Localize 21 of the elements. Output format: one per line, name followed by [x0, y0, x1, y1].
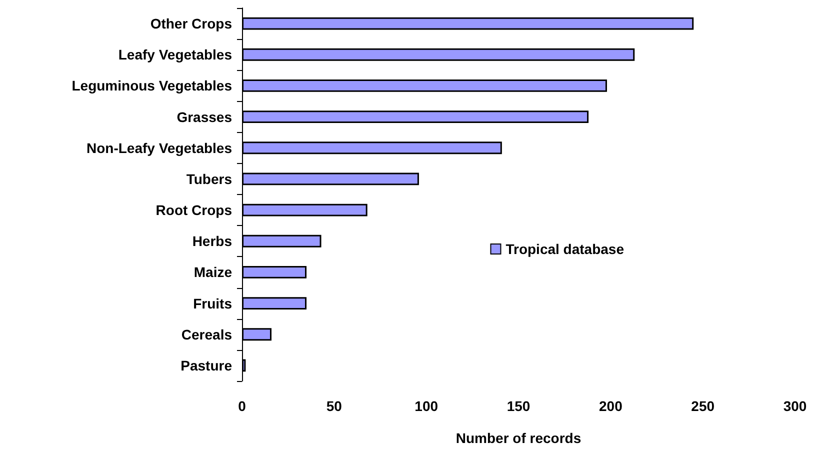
x-tick-label: 300: [783, 398, 807, 414]
y-tick-label: Maize: [194, 264, 232, 280]
x-axis-title: Number of records: [456, 430, 582, 446]
y-tick-label: Other Crops: [150, 16, 232, 32]
x-tick-label: 100: [414, 398, 438, 414]
x-tick-label: 200: [598, 398, 623, 414]
legend-label: Tropical database: [506, 241, 624, 257]
x-tick-label: 250: [691, 398, 715, 414]
y-tick-label: Pasture: [180, 357, 232, 374]
x-tick-label: 150: [506, 398, 530, 414]
x-tick-label: 50: [326, 398, 342, 414]
y-tick-label: Cereals: [181, 326, 232, 342]
y-tick-label: Fruits: [193, 295, 232, 312]
y-tick-label: Herbs: [192, 233, 232, 250]
y-tick-label: Non-Leafy Vegetables: [86, 140, 232, 156]
y-tick-label: Tubers: [186, 170, 232, 187]
y-tick-label: Root Crops: [156, 202, 232, 218]
y-tick-label: Leafy Vegetables: [118, 46, 232, 63]
y-tick-label: Leguminous Vegetables: [72, 78, 232, 94]
x-tick-label: 0: [238, 398, 246, 414]
y-tick-label: Grasses: [176, 108, 232, 125]
